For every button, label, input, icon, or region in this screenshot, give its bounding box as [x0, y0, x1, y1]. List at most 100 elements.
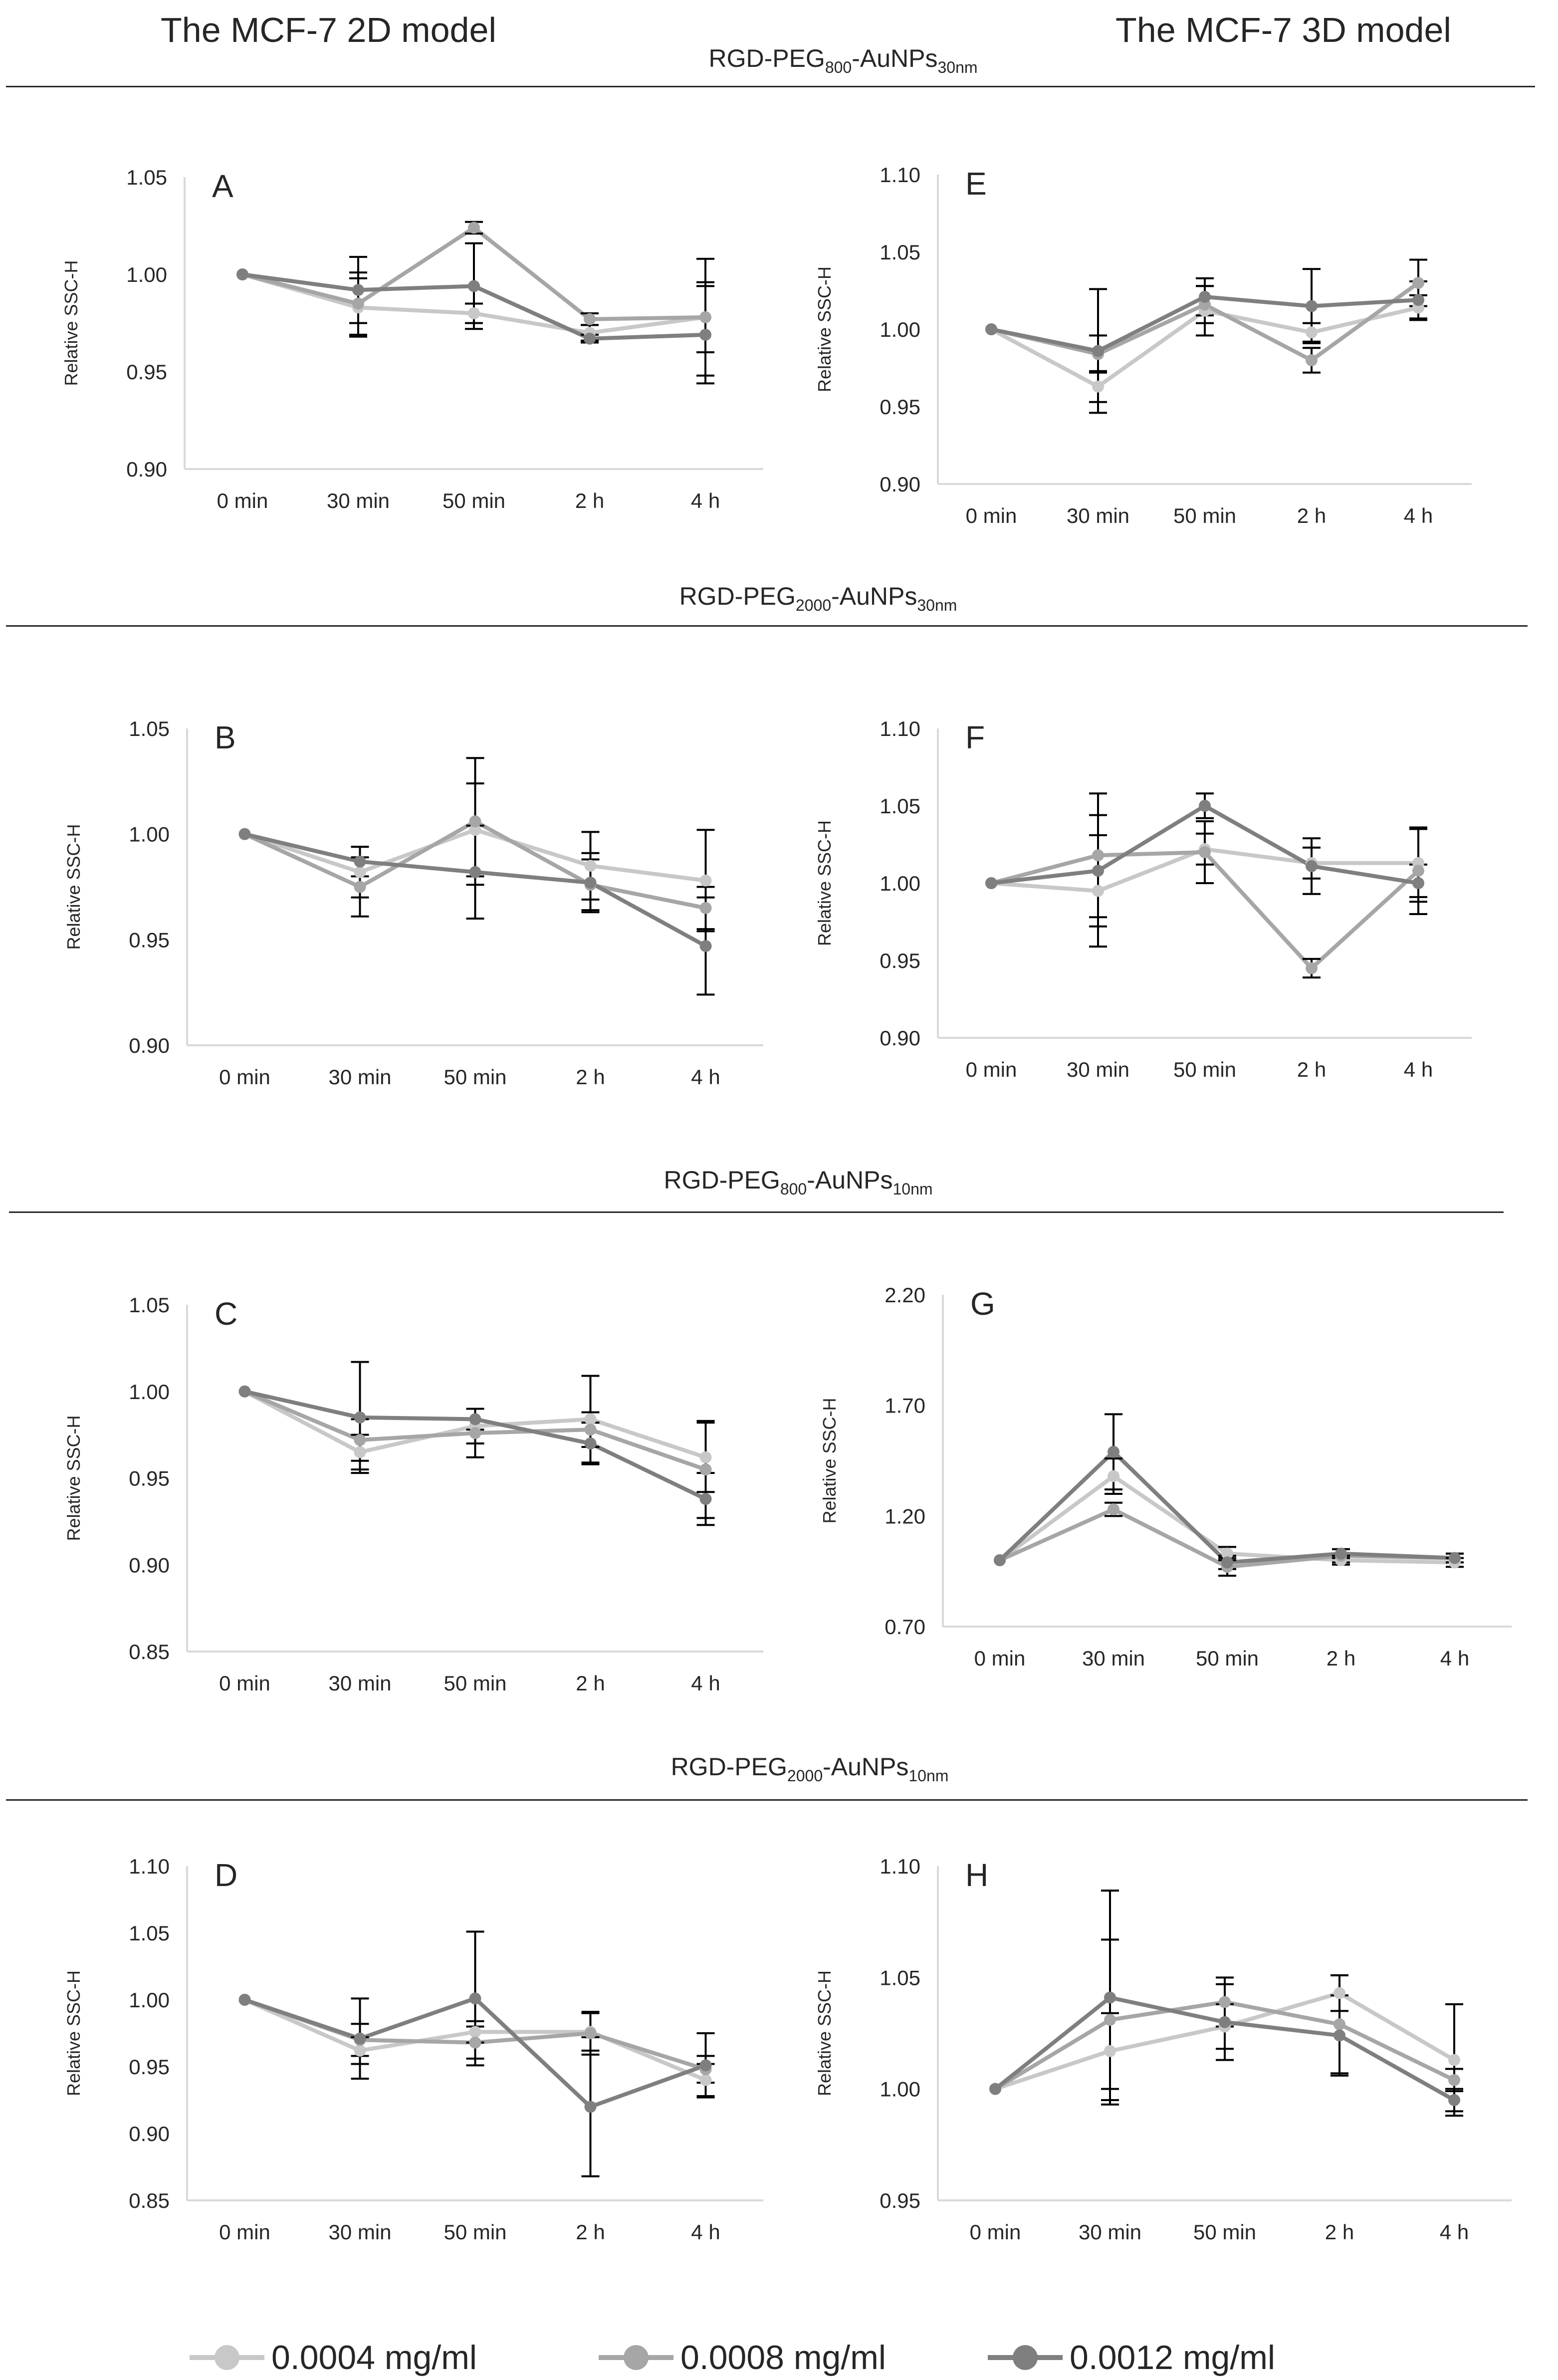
- data-point-c-2-0: [238, 1385, 251, 1398]
- data-point-b-1-2: [469, 815, 481, 828]
- data-point-h-1-1: [1104, 2014, 1116, 2026]
- y-tick-d-2: 0.95: [129, 2055, 170, 2079]
- section-title-peg2000-10nm: RGD-PEG2000-AuNPs10nm: [670, 1753, 949, 1785]
- data-point-h-2-4: [1448, 2094, 1460, 2106]
- x-tick-b-2: 50 min: [444, 1065, 506, 1089]
- data-point-c-1-4: [699, 1463, 712, 1476]
- panel-label-c: C: [215, 1296, 237, 1332]
- data-point-f-2-0: [985, 877, 997, 889]
- legend-swatch-0004: [190, 2345, 264, 2370]
- data-point-e-2-3: [1306, 300, 1318, 312]
- y-axis-label-e: Relative SSC-H: [814, 266, 835, 392]
- data-point-f-0-1: [1092, 885, 1104, 897]
- data-point-c-1-1: [354, 1434, 366, 1446]
- legend-label-0012: 0.0012 mg/ml: [1070, 2339, 1275, 2377]
- data-point-h-2-1: [1104, 1991, 1116, 2004]
- data-point-h-0-1: [1104, 2045, 1116, 2057]
- y-tick-a-2: 1.00: [126, 263, 167, 286]
- x-tick-f-0: 0 min: [966, 1058, 1017, 1081]
- data-point-b-1-4: [699, 902, 712, 914]
- x-tick-d-1: 30 min: [328, 2220, 391, 2244]
- data-point-a-0-2: [468, 307, 480, 319]
- y-tick-f-2: 1.00: [880, 872, 920, 895]
- y-tick-a-3: 1.05: [126, 166, 167, 189]
- x-tick-c-2: 50 min: [444, 1671, 506, 1695]
- x-tick-h-3: 2 h: [1325, 2220, 1354, 2244]
- data-point-d-2-3: [584, 2101, 597, 2113]
- y-tick-f-1: 0.95: [880, 949, 920, 972]
- x-tick-c-0: 0 min: [219, 1671, 270, 1695]
- data-point-b-0-4: [699, 874, 712, 887]
- x-tick-c-4: 4 h: [691, 1671, 720, 1695]
- data-point-c-0-1: [354, 1446, 366, 1458]
- data-point-h-1-4: [1448, 2074, 1460, 2086]
- y-tick-a-1: 0.95: [126, 360, 167, 384]
- x-tick-a-0: 0 min: [217, 489, 268, 512]
- x-tick-h-4: 4 h: [1440, 2220, 1469, 2244]
- data-point-c-0-4: [699, 1451, 712, 1463]
- data-point-b-0-3: [584, 860, 597, 872]
- legend-label-0004: 0.0004 mg/ml: [271, 2339, 477, 2377]
- data-point-b-2-3: [584, 877, 597, 889]
- y-tick-g-2: 1.70: [885, 1394, 925, 1418]
- x-tick-e-4: 4 h: [1404, 504, 1433, 527]
- x-tick-a-2: 50 min: [443, 489, 505, 512]
- y-tick-h-1: 1.00: [880, 2078, 920, 2101]
- section-title-peg2000-30nm: RGD-PEG2000-AuNPs30nm: [679, 582, 957, 614]
- data-point-a-2-3: [584, 332, 596, 345]
- section-rule-2: [6, 625, 1528, 627]
- data-point-d-2-1: [354, 2032, 366, 2045]
- x-tick-b-1: 30 min: [328, 1065, 391, 1089]
- legend-label-0008: 0.0008 mg/ml: [680, 2339, 886, 2377]
- x-tick-e-0: 0 min: [966, 504, 1017, 527]
- y-tick-b-1: 0.95: [129, 928, 170, 952]
- header-2d-model: The MCF-7 2D model: [161, 10, 496, 49]
- panel-label-b: B: [215, 719, 236, 755]
- data-point-g-0-2: [1221, 1547, 1233, 1560]
- data-point-h-1-2: [1219, 1996, 1231, 2008]
- data-point-b-1-1: [354, 881, 366, 893]
- data-point-e-1-4: [1412, 277, 1424, 289]
- data-point-h-2-3: [1334, 2029, 1345, 2042]
- y-axis-label-h: Relative SSC-H: [814, 1970, 835, 2096]
- section-title-peg800-10nm: RGD-PEG800-AuNPs10nm: [664, 1166, 933, 1198]
- y-tick-d-5: 1.10: [129, 1855, 170, 1878]
- y-tick-f-3: 1.05: [880, 794, 920, 818]
- data-point-h-1-3: [1334, 2018, 1345, 2031]
- data-point-e-2-2: [1199, 290, 1211, 303]
- y-tick-b-3: 1.05: [129, 717, 170, 740]
- section-rule-3: [9, 1211, 1504, 1213]
- data-point-d-0-2: [469, 2026, 481, 2038]
- data-point-a-1-1: [352, 297, 364, 310]
- data-point-a-2-0: [236, 268, 248, 280]
- data-point-d-2-2: [469, 1992, 481, 2005]
- x-tick-c-3: 2 h: [576, 1671, 605, 1695]
- y-axis-label-a: Relative SSC-H: [61, 260, 81, 386]
- y-tick-g-0: 0.70: [885, 1615, 925, 1639]
- x-tick-a-3: 2 h: [575, 489, 604, 512]
- y-tick-e-2: 1.00: [880, 318, 920, 341]
- data-point-h-0-3: [1334, 1987, 1345, 1999]
- panel-label-e: E: [965, 166, 987, 202]
- data-point-f-1-3: [1306, 962, 1318, 974]
- data-point-a-2-1: [352, 284, 364, 296]
- legend-swatch-0008: [599, 2345, 673, 2370]
- data-point-d-2-4: [699, 2059, 712, 2072]
- legend-item-0012: 0.0012 mg/ml: [988, 2335, 1275, 2380]
- data-point-b-0-1: [354, 866, 366, 878]
- data-point-b-2-2: [469, 866, 481, 878]
- y-tick-d-1: 0.90: [129, 2122, 170, 2145]
- x-tick-h-0: 0 min: [970, 2220, 1021, 2244]
- y-tick-f-4: 1.10: [880, 717, 920, 740]
- section-title-peg800-30nm: RGD-PEG800-AuNPs30nm: [708, 44, 978, 76]
- y-tick-c-0: 0.85: [129, 1640, 170, 1664]
- x-tick-b-4: 4 h: [691, 1065, 720, 1089]
- data-point-b-2-0: [238, 828, 251, 840]
- x-tick-h-1: 30 min: [1079, 2220, 1141, 2244]
- data-point-h-2-0: [989, 2083, 1001, 2095]
- data-point-d-1-2: [469, 2036, 481, 2049]
